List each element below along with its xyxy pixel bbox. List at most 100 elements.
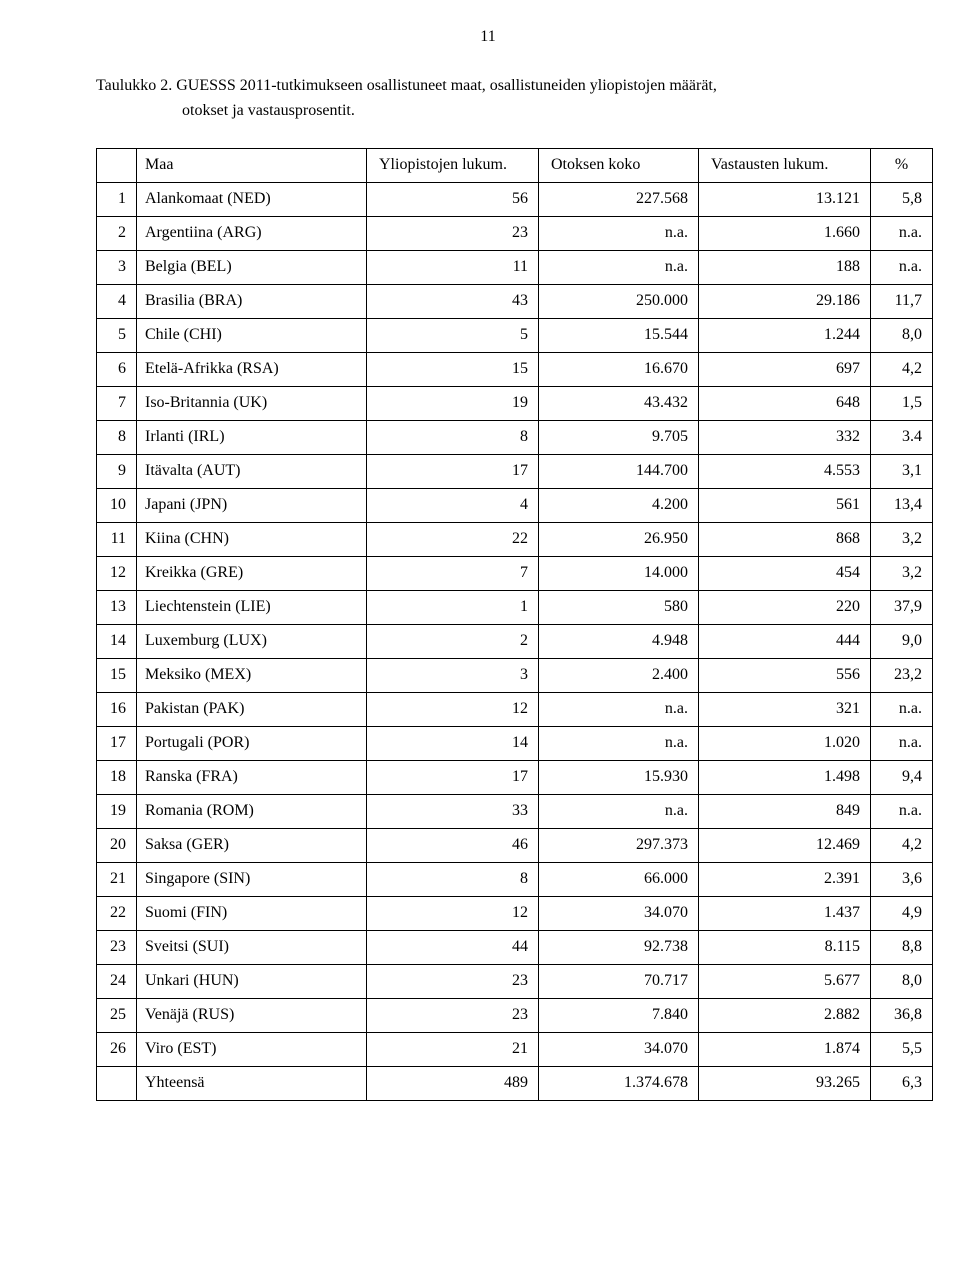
- table-cell: 14: [97, 624, 137, 658]
- table-cell: Sveitsi (SUI): [137, 930, 367, 964]
- table-cell: 188: [699, 250, 871, 284]
- table-row: 26Viro (EST)2134.0701.8745,5: [97, 1032, 933, 1066]
- table-cell: 15: [97, 658, 137, 692]
- table-cell: 12: [367, 896, 539, 930]
- table-cell: n.a.: [539, 250, 699, 284]
- table-row: 8Irlanti (IRL)89.7053323.4: [97, 420, 933, 454]
- table-cell: 20: [97, 828, 137, 862]
- table-cell: 580: [539, 590, 699, 624]
- table-cell: 16.670: [539, 352, 699, 386]
- table-cell: 92.738: [539, 930, 699, 964]
- table-cell: Meksiko (MEX): [137, 658, 367, 692]
- table-cell: 220: [699, 590, 871, 624]
- table-row: 11Kiina (CHN)2226.9508683,2: [97, 522, 933, 556]
- table-cell: Belgia (BEL): [137, 250, 367, 284]
- table-cell: 14: [367, 726, 539, 760]
- table-cell: 34.070: [539, 896, 699, 930]
- table-cell: 16: [97, 692, 137, 726]
- table-cell: Alankomaat (NED): [137, 182, 367, 216]
- table-row: 5Chile (CHI)515.5441.2448,0: [97, 318, 933, 352]
- table-cell: 2: [367, 624, 539, 658]
- table-cell: 23: [367, 216, 539, 250]
- table-cell: Kreikka (GRE): [137, 556, 367, 590]
- table-caption: Taulukko 2. GUESSS 2011-tutkimukseen osa…: [96, 74, 880, 124]
- table-cell: Ranska (FRA): [137, 760, 367, 794]
- table-cell: n.a.: [871, 216, 933, 250]
- table-cell: Japani (JPN): [137, 488, 367, 522]
- table-cell: 56: [367, 182, 539, 216]
- table-cell: 1.020: [699, 726, 871, 760]
- table-cell: 1.498: [699, 760, 871, 794]
- table-cell: 25: [97, 998, 137, 1032]
- table-cell: 18: [97, 760, 137, 794]
- table-cell: 648: [699, 386, 871, 420]
- table-cell: 1: [97, 182, 137, 216]
- caption-line-2: otokset ja vastausprosentit.: [96, 99, 880, 124]
- table-cell: 13.121: [699, 182, 871, 216]
- table-cell: 8,8: [871, 930, 933, 964]
- table-cell: 15: [367, 352, 539, 386]
- table-cell: n.a.: [539, 726, 699, 760]
- table-cell: Brasilia (BRA): [137, 284, 367, 318]
- col-header-universities: Yliopistojen lukum.: [367, 148, 539, 182]
- table-row: 16Pakistan (PAK)12n.a.321n.a.: [97, 692, 933, 726]
- table-cell: 3,1: [871, 454, 933, 488]
- table-row: 12Kreikka (GRE)714.0004543,2: [97, 556, 933, 590]
- table-cell: 15.544: [539, 318, 699, 352]
- table-cell: 3: [367, 658, 539, 692]
- table-cell: 44: [367, 930, 539, 964]
- table-cell: 4.948: [539, 624, 699, 658]
- table-cell: 5,8: [871, 182, 933, 216]
- table-cell: 23,2: [871, 658, 933, 692]
- table-cell: 5,5: [871, 1032, 933, 1066]
- table-row: 2Argentiina (ARG)23n.a.1.660n.a.: [97, 216, 933, 250]
- table-cell: 4: [367, 488, 539, 522]
- table-cell: 19: [97, 794, 137, 828]
- table-cell: 13,4: [871, 488, 933, 522]
- table-cell: 6: [97, 352, 137, 386]
- table-cell: 9: [97, 454, 137, 488]
- table-cell: 4: [97, 284, 137, 318]
- table-cell: 4.200: [539, 488, 699, 522]
- table-row: 6Etelä-Afrikka (RSA)1516.6706974,2: [97, 352, 933, 386]
- table-cell: Itävalta (AUT): [137, 454, 367, 488]
- table-cell: n.a.: [871, 250, 933, 284]
- table-cell: Yhteensä: [137, 1066, 367, 1100]
- table-cell: 2: [97, 216, 137, 250]
- table-cell: 6,3: [871, 1066, 933, 1100]
- table-cell: 5.677: [699, 964, 871, 998]
- table-cell: 4.553: [699, 454, 871, 488]
- table-cell: 5: [97, 318, 137, 352]
- table-cell: 19: [367, 386, 539, 420]
- table-cell: Unkari (HUN): [137, 964, 367, 998]
- table-cell: 17: [97, 726, 137, 760]
- table-cell: 26: [97, 1032, 137, 1066]
- table-cell: 561: [699, 488, 871, 522]
- table-cell: 9,0: [871, 624, 933, 658]
- table-cell: 17: [367, 760, 539, 794]
- table-cell: n.a.: [871, 794, 933, 828]
- table-cell: 8: [97, 420, 137, 454]
- table-cell: 13: [97, 590, 137, 624]
- table-cell: Irlanti (IRL): [137, 420, 367, 454]
- table-cell: 29.186: [699, 284, 871, 318]
- table-cell: 11: [97, 522, 137, 556]
- table-cell: 8,0: [871, 318, 933, 352]
- document-page: 11 Taulukko 2. GUESSS 2011-tutkimukseen …: [0, 0, 960, 1275]
- table-cell: Chile (CHI): [137, 318, 367, 352]
- table-row: 10Japani (JPN)44.20056113,4: [97, 488, 933, 522]
- table-cell: 444: [699, 624, 871, 658]
- table-cell: 3,2: [871, 522, 933, 556]
- table-cell: 23: [97, 930, 137, 964]
- table-cell: 3.4: [871, 420, 933, 454]
- table-cell: 21: [367, 1032, 539, 1066]
- table-cell: 2.882: [699, 998, 871, 1032]
- table-cell: 7: [97, 386, 137, 420]
- table-cell: 23: [367, 964, 539, 998]
- table-cell: Venäjä (RUS): [137, 998, 367, 1032]
- table-cell: 43: [367, 284, 539, 318]
- table-cell: 93.265: [699, 1066, 871, 1100]
- table-cell: 3,2: [871, 556, 933, 590]
- table-cell: 9,4: [871, 760, 933, 794]
- table-cell: 697: [699, 352, 871, 386]
